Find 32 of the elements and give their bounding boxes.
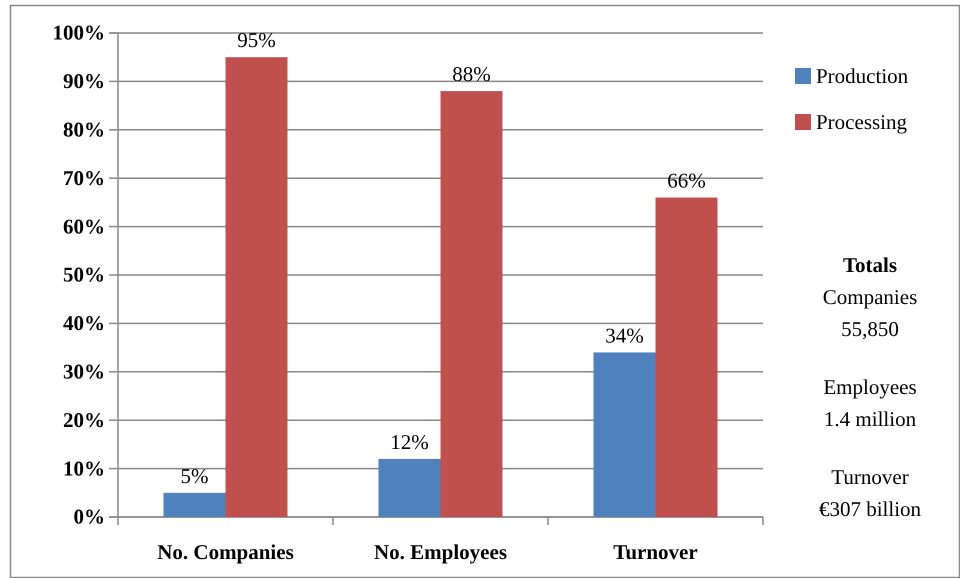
- bar: [164, 492, 226, 517]
- y-tick-label: 60%: [63, 214, 105, 238]
- y-tick-label: 100%: [52, 20, 105, 45]
- data-label: 66%: [667, 168, 706, 193]
- data-label: 12%: [390, 430, 429, 454]
- text: Totals: [842, 253, 898, 277]
- data-label: 88%: [452, 62, 491, 86]
- x-tick-label: No. Employees: [374, 540, 507, 564]
- y-tick-label: 90%: [63, 69, 105, 94]
- data-label: 5%: [180, 464, 208, 488]
- y-tick-label: 40%: [63, 311, 105, 336]
- y-tick-label: 20%: [63, 408, 105, 432]
- x-tick-label: No. Companies: [157, 540, 294, 564]
- text: Turnover €307 billion: [818, 465, 922, 521]
- text: Employees 1.4 million: [823, 375, 917, 431]
- bar: [440, 91, 502, 517]
- data-label: 95%: [237, 28, 276, 52]
- x-tick-label: Turnover: [613, 540, 698, 564]
- y-tick-label: 80%: [63, 118, 105, 142]
- legend-label: Production: [816, 64, 909, 88]
- bar: [226, 57, 288, 517]
- bar: [378, 458, 440, 517]
- y-tick-label: 10%: [63, 456, 105, 480]
- legend-label: Processing: [816, 110, 908, 134]
- y-tick-label: 30%: [63, 360, 105, 384]
- bar: [594, 352, 656, 517]
- y-tick-label: 70%: [63, 166, 105, 190]
- text: Companies 55,850: [822, 285, 918, 341]
- bar: [656, 198, 718, 517]
- y-tick-label: 0%: [74, 504, 105, 529]
- data-label: 34%: [605, 323, 644, 348]
- y-tick-label: 50%: [63, 262, 105, 287]
